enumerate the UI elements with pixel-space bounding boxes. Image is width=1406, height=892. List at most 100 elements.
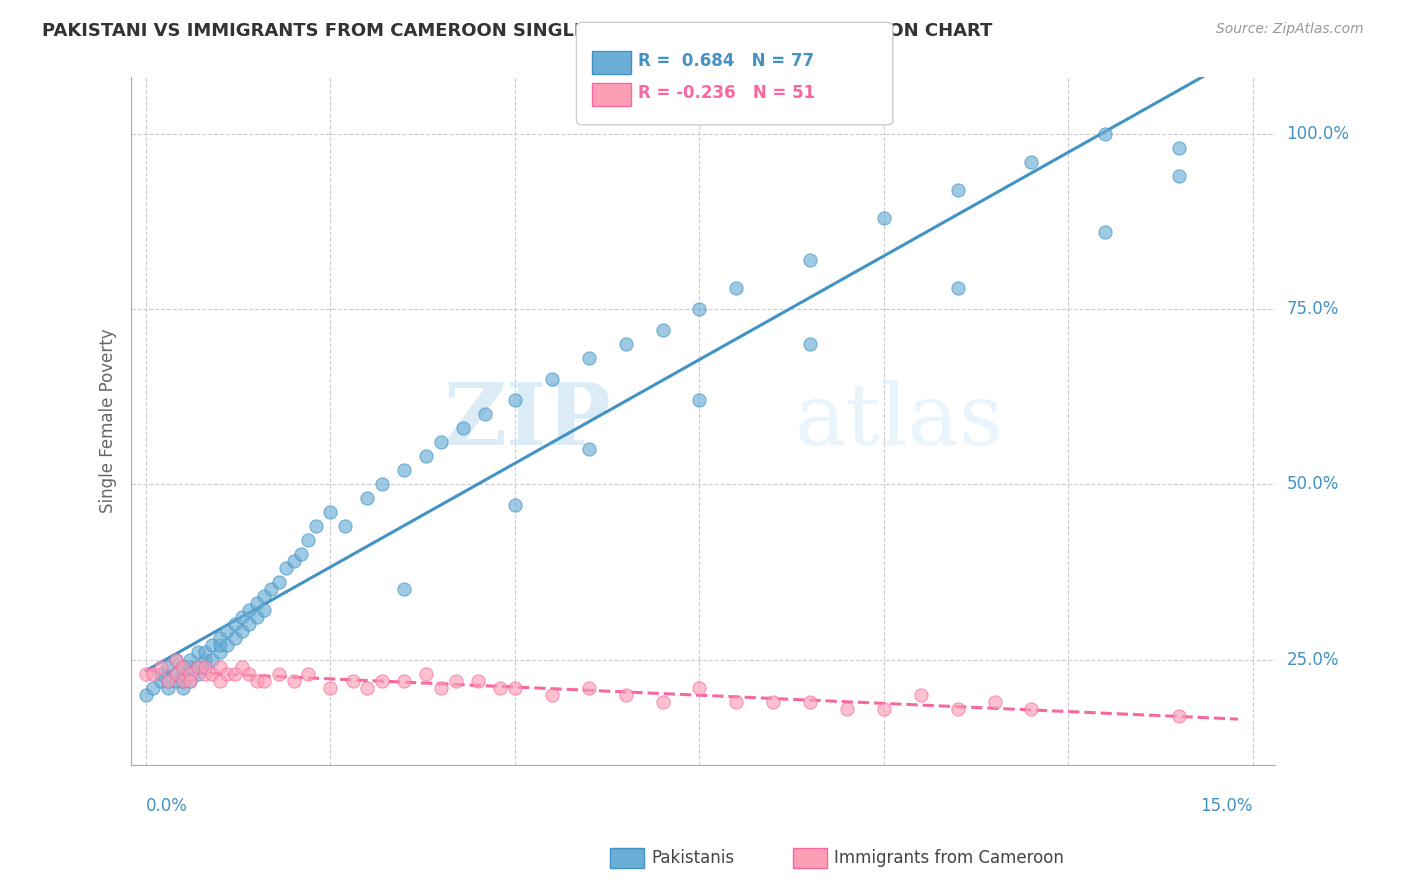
Point [157,673,180,688]
Point [319,681,342,695]
Point [187,666,209,681]
Point [179,666,201,681]
Point [187,645,209,659]
Point [467,673,489,688]
Point [194,659,217,673]
Text: PAKISTANI VS IMMIGRANTS FROM CAMEROON SINGLE FEMALE POVERTY CORRELATION CHART: PAKISTANI VS IMMIGRANTS FROM CAMEROON SI… [42,22,993,40]
Point [297,666,319,681]
Point [342,673,364,688]
Point [290,547,312,561]
Point [474,407,496,421]
Text: Source: ZipAtlas.com: Source: ZipAtlas.com [1216,22,1364,37]
Point [578,681,600,695]
Point [578,442,600,456]
Point [910,688,932,702]
Text: 0.0%: 0.0% [146,797,188,814]
Point [267,575,290,590]
Point [688,681,710,695]
Point [194,666,217,681]
Point [1168,708,1191,723]
Point [157,659,180,673]
Point [725,695,748,709]
Point [179,673,201,688]
Text: ZIP: ZIP [444,379,612,463]
Point [179,652,201,666]
Text: R =  0.684   N = 77: R = 0.684 N = 77 [638,52,814,70]
Point [297,533,319,548]
Point [238,603,260,617]
Point [799,695,821,709]
Point [1168,140,1191,154]
Point [194,645,217,659]
Point [983,695,1005,709]
Point [246,596,269,610]
Point [187,659,209,673]
Text: Pakistanis: Pakistanis [651,849,734,867]
Point [394,673,416,688]
Point [305,519,328,533]
Point [253,603,276,617]
Point [503,498,526,512]
Point [208,639,231,653]
Point [540,372,562,386]
Point [253,673,276,688]
Point [762,695,785,709]
Point [165,652,187,666]
Point [208,659,231,673]
Point [946,701,969,715]
Point [231,624,253,639]
Point [430,435,453,450]
Point [444,673,467,688]
Point [651,695,673,709]
Point [430,681,453,695]
Point [172,659,194,673]
Point [142,681,165,695]
Text: 25.0%: 25.0% [1286,650,1339,668]
Point [489,681,512,695]
Point [356,681,378,695]
Point [1094,225,1116,239]
Point [267,666,290,681]
Point [688,301,710,316]
Point [415,449,437,463]
Point [283,554,305,568]
Point [238,617,260,632]
Point [142,666,165,681]
Point [231,659,253,673]
Point [356,491,378,506]
Point [224,632,246,646]
Point [165,666,187,681]
Point [149,659,172,673]
Point [201,666,224,681]
Point [540,688,562,702]
Point [194,652,217,666]
Point [208,673,231,688]
Y-axis label: Single Female Poverty: Single Female Poverty [100,329,117,514]
Point [394,463,416,477]
Point [187,659,209,673]
Point [688,392,710,407]
Point [946,183,969,197]
Text: 50.0%: 50.0% [1286,475,1339,493]
Point [165,673,187,688]
Point [319,505,342,519]
Point [217,666,239,681]
Point [179,673,201,688]
Point [246,673,269,688]
Point [371,673,394,688]
Point [194,659,217,673]
Point [503,392,526,407]
Point [165,652,187,666]
Point [231,610,253,624]
Point [651,323,673,337]
Point [394,582,416,597]
Point [578,351,600,365]
Point [1021,154,1043,169]
Point [1021,701,1043,715]
Point [157,673,180,688]
Point [614,688,637,702]
Point [172,673,194,688]
Point [276,561,298,575]
Point [149,673,172,688]
Point [1168,169,1191,183]
